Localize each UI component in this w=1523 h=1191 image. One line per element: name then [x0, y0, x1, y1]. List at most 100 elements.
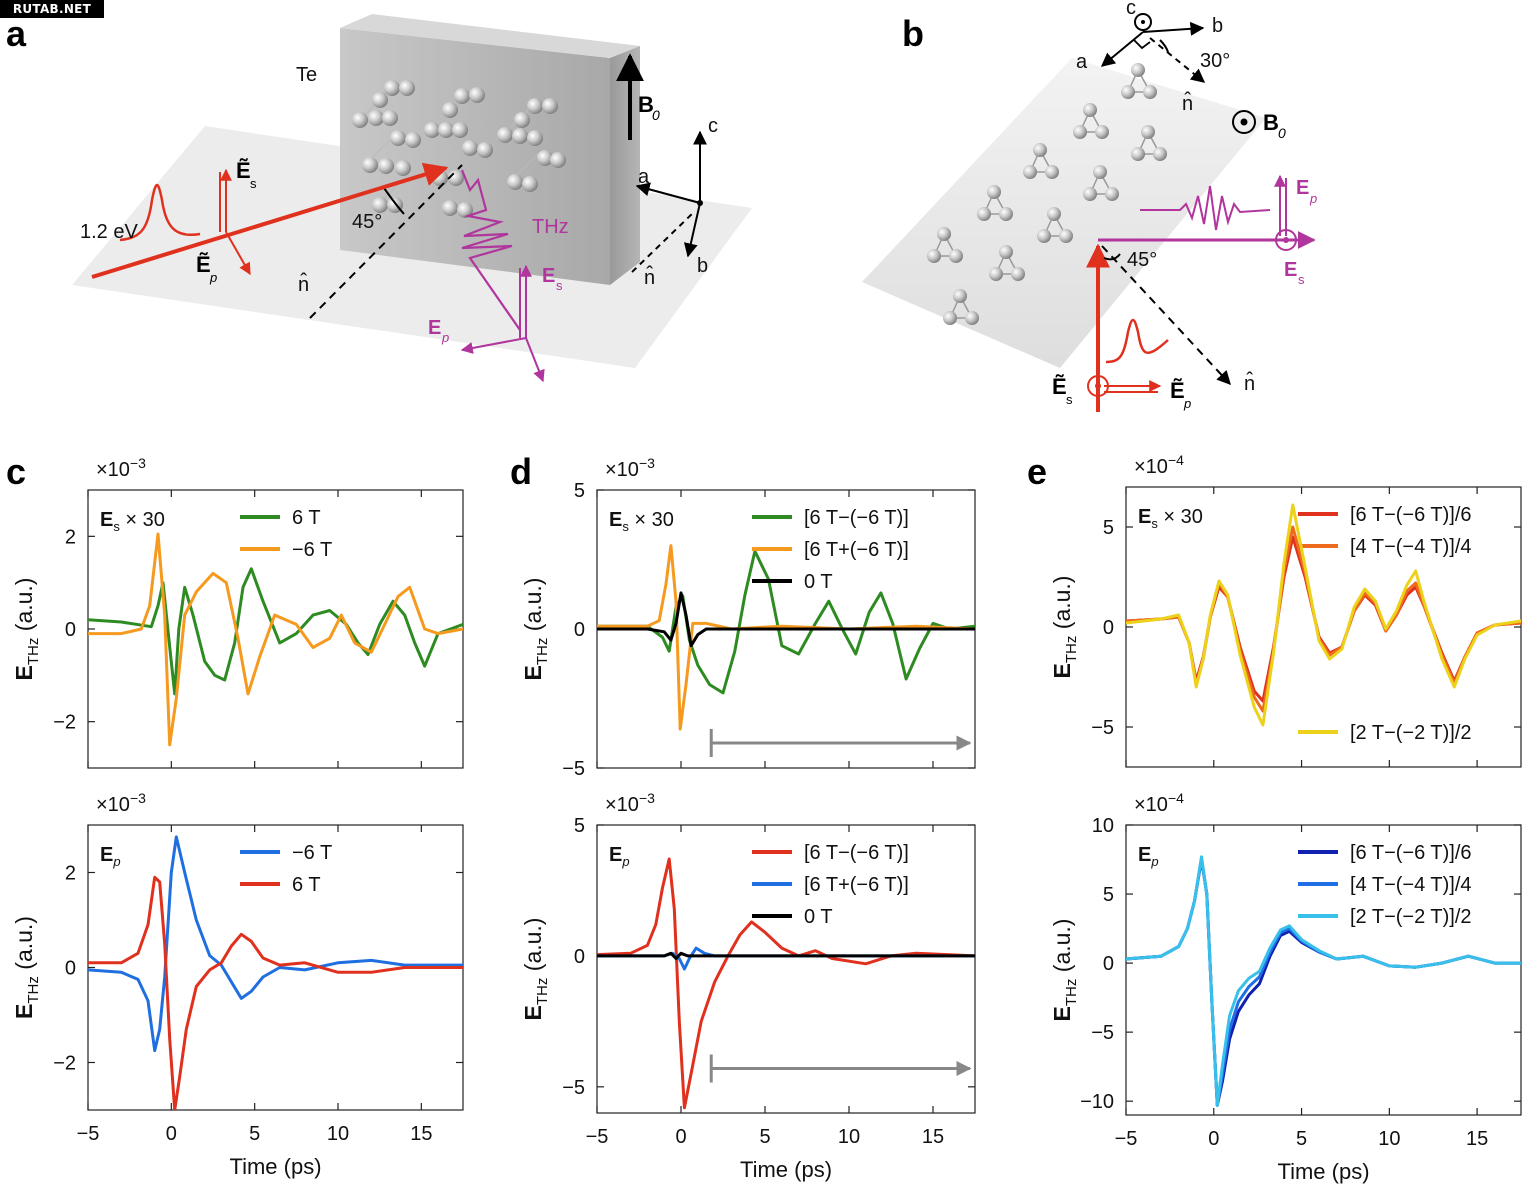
b0-label-b: B: [1263, 110, 1279, 135]
pump-beam: [91, 162, 449, 279]
y-tick-label: 0: [1103, 953, 1114, 975]
series-line: [88, 835, 463, 1053]
x-tick-label: 10: [1378, 1128, 1400, 1150]
x-tick-label: −5: [1115, 1128, 1138, 1150]
y-tick-label: 0: [65, 619, 76, 641]
y-tick-label: 0: [1103, 617, 1114, 639]
axis-a-label-b: a: [1076, 51, 1088, 73]
b0-subscript: 0: [652, 107, 660, 123]
x-axis-label: Time (ps): [1277, 1159, 1369, 1184]
normal-label-b: n̂: [1244, 372, 1255, 395]
x-tick-label: 5: [759, 1126, 770, 1148]
x-tick-label: 10: [838, 1126, 860, 1148]
normal-line-b: [1101, 245, 1231, 386]
polarization-label: Ep: [1138, 844, 1159, 869]
emit-p-label: E: [428, 317, 441, 339]
axis-b-label: b: [697, 255, 708, 277]
polarization-symbol: E: [609, 844, 622, 866]
tellurium-trimers: [927, 63, 1167, 325]
y-axis-symbol: E: [1049, 663, 1075, 678]
x-tick-label: −5: [77, 1123, 100, 1145]
y-axis-unit: (a.u.): [520, 578, 546, 638]
emit-s-label: E: [542, 265, 555, 287]
y-tick-label: 0: [65, 958, 76, 980]
y-axis-label: ETHz (a.u.): [11, 916, 42, 1019]
y-tick-label: −5: [562, 1077, 585, 1099]
polarization-label: Es × 30: [100, 509, 165, 534]
y-tick-label: −2: [53, 1053, 76, 1075]
y-tick-label: 5: [1103, 884, 1114, 906]
y-axis-unit: (a.u.): [1049, 576, 1075, 636]
y-tick-label: 5: [574, 815, 585, 837]
series-line: [597, 951, 975, 960]
polarization-subscript: s: [622, 519, 629, 534]
polarization-scale: × 30: [629, 509, 674, 531]
y-tick-label: 2: [65, 863, 76, 885]
series-line: [88, 567, 463, 696]
thz-emission: [460, 169, 521, 331]
scale-factor: ×10−3: [605, 455, 655, 481]
legend-label: 0 T: [804, 571, 833, 593]
polarization-label: Ep: [609, 844, 630, 869]
schematic-a: Te B 0 c a b n̂ n̂ 45° 1.2 eV Ẽ s Ẽ p: [72, 14, 752, 383]
x-tick-label: 5: [249, 1123, 260, 1145]
normal-line-a: [309, 164, 463, 319]
panel-letter-a: a: [6, 13, 27, 54]
polarization-subscript: p: [1150, 854, 1158, 869]
scale-exponent: −3: [639, 790, 655, 806]
pump-s-sub-b: s: [1066, 392, 1073, 407]
emit-s-sub: s: [556, 278, 563, 293]
y-tick-label: 5: [574, 480, 585, 502]
series-line: [1126, 855, 1521, 1107]
legend-label: −6 T: [292, 842, 332, 864]
y-tick-label: −5: [562, 758, 585, 780]
y-tick-label: −2: [53, 712, 76, 734]
y-axis-subscript: THz: [1063, 636, 1080, 664]
panel-letter-b: b: [902, 13, 924, 54]
y-axis-symbol: E: [520, 665, 546, 680]
legend-label: [2 T−(−2 T)]/2: [1350, 722, 1472, 744]
polarization-symbol: E: [100, 509, 113, 531]
legend-label: [6 T−(−6 T)]: [804, 842, 909, 864]
scale-exponent: −3: [639, 455, 655, 471]
crystal-axes-a: c a b: [635, 115, 718, 277]
panel-letter-e: e: [1027, 451, 1047, 492]
pump-s-sub: s: [250, 176, 257, 191]
series-line: [88, 532, 463, 747]
polarization-subscript: s: [113, 519, 120, 534]
y-axis-subscript: THz: [534, 638, 551, 666]
polarization-subscript: s: [1151, 516, 1158, 531]
angle-label-a: 45°: [352, 211, 382, 233]
polarization-symbol: E: [609, 509, 622, 531]
pump-s-label-b: Ẽ: [1052, 374, 1067, 399]
normal-label-a2: n̂: [644, 266, 655, 289]
y-axis-label: ETHz (a.u.): [11, 578, 42, 681]
pump-pulse-b: [1105, 318, 1169, 364]
scale-exponent: −4: [1168, 790, 1184, 806]
scale-factor: ×10−4: [1134, 452, 1184, 478]
crystal-axes-b: c a b 30° n̂: [1076, 0, 1230, 115]
series-line: [1126, 535, 1521, 703]
scale-exponent: −3: [130, 455, 146, 471]
legend-label: [4 T−(−4 T)]/4: [1350, 874, 1472, 896]
axis-a-label: a: [638, 166, 650, 188]
legend-label: [2 T−(−2 T)]/2: [1350, 906, 1472, 928]
legend-label: [6 T−(−6 T)]: [804, 507, 909, 529]
y-tick-label: 0: [574, 619, 585, 641]
y-axis-unit: (a.u.): [1049, 919, 1075, 979]
y-tick-label: 10: [1092, 815, 1114, 837]
y-tick-label: −5: [1091, 717, 1114, 739]
y-axis-subscript: THz: [25, 976, 42, 1004]
tellurium-chains: [352, 80, 566, 218]
legend-label: [6 T+(−6 T)]: [804, 874, 909, 896]
legend-label: 6 T: [292, 507, 321, 529]
scale-factor: ×10−3: [96, 455, 146, 481]
y-axis-unit: (a.u.): [520, 918, 546, 978]
plot-frame: [1125, 824, 1522, 1116]
series-line: [1126, 503, 1521, 727]
angle-arc-b: [1103, 253, 1121, 261]
